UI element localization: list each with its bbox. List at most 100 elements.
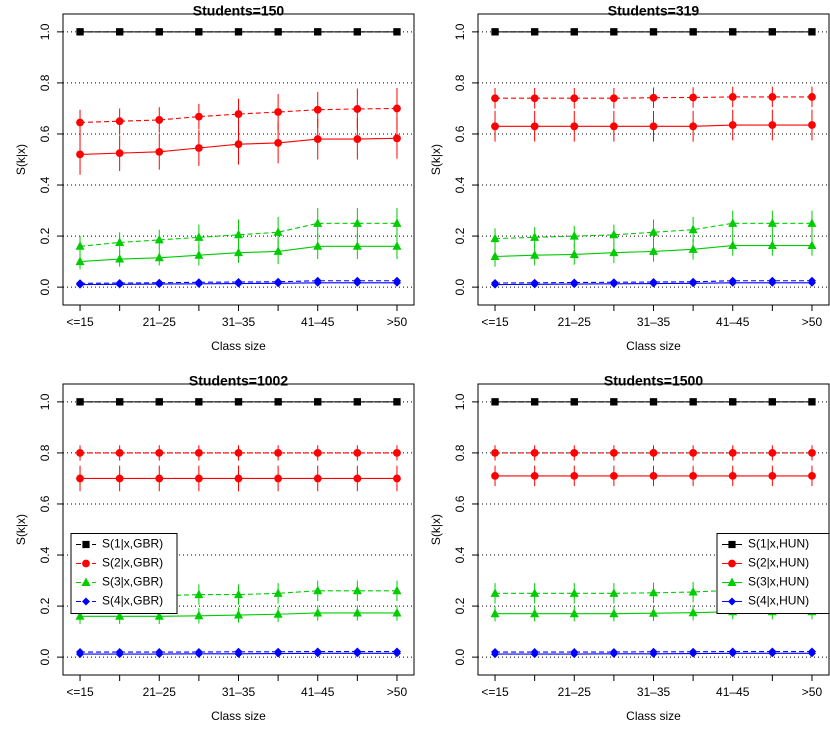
marker: [649, 649, 658, 658]
marker: [194, 232, 204, 241]
marker: [689, 649, 698, 658]
marker: [115, 280, 124, 289]
marker: [392, 649, 401, 658]
marker: [314, 28, 322, 36]
x-tick-label: 41–45: [301, 685, 335, 699]
marker: [688, 224, 698, 234]
marker: [689, 122, 698, 131]
marker: [154, 252, 164, 262]
marker: [353, 449, 362, 457]
marker: [609, 94, 618, 103]
marker: [115, 149, 124, 158]
marker: [76, 650, 85, 659]
series-line: [80, 650, 397, 653]
marker: [530, 94, 539, 103]
x-axis-label: Class size: [211, 339, 266, 353]
marker: [649, 587, 658, 597]
marker: [155, 147, 164, 156]
marker: [392, 241, 402, 250]
marker: [649, 279, 658, 288]
marker: [807, 218, 817, 227]
marker: [353, 474, 362, 483]
marker: [274, 649, 283, 658]
marker: [609, 588, 619, 597]
marker: [569, 231, 579, 240]
legend-label: S(4|x,GBR): [102, 594, 163, 608]
x-tick-label: >50: [802, 685, 823, 699]
marker: [234, 140, 243, 149]
marker: [490, 608, 500, 618]
x-tick-label: >50: [802, 315, 823, 329]
plot-frame: [477, 383, 830, 676]
marker: [154, 611, 164, 620]
marker: [234, 110, 243, 118]
legend-box: [716, 533, 830, 614]
marker: [314, 398, 322, 406]
y-tick-label: 0.0: [453, 648, 467, 665]
plot-frame: [62, 383, 415, 676]
y-tick-label: 0.6: [453, 495, 467, 512]
legend-marker: [82, 540, 90, 549]
marker: [570, 94, 579, 103]
marker: [609, 449, 618, 457]
marker: [234, 649, 243, 658]
marker: [729, 28, 737, 36]
marker: [569, 588, 579, 597]
marker: [808, 93, 816, 101]
marker: [274, 139, 283, 147]
marker: [728, 218, 738, 227]
marker: [609, 279, 618, 288]
marker: [155, 398, 163, 406]
y-axis-label: S(k|x): [429, 144, 443, 175]
plot-frame: [62, 13, 415, 306]
panel: Students=1500 Class size S(k|x) 0.0 0.2 0.4 0.…: [429, 373, 830, 723]
marker: [352, 585, 362, 595]
marker: [392, 278, 401, 287]
marker: [274, 398, 282, 406]
marker: [313, 218, 323, 227]
series-line: [495, 650, 812, 653]
marker: [570, 280, 579, 289]
legend-marker: [727, 577, 737, 586]
marker: [689, 28, 697, 36]
series-line: [79, 222, 397, 247]
marker: [768, 28, 776, 36]
marker: [530, 471, 539, 480]
marker: [194, 144, 203, 152]
marker: [491, 122, 499, 131]
marker: [649, 122, 658, 131]
marker: [610, 398, 618, 406]
marker: [392, 585, 402, 595]
marker: [194, 449, 203, 457]
y-tick-label: 1.0: [453, 23, 467, 40]
marker: [728, 93, 737, 101]
marker: [274, 279, 283, 288]
marker: [649, 93, 658, 102]
marker: [353, 135, 362, 143]
marker: [75, 611, 85, 620]
marker: [649, 28, 658, 36]
marker: [194, 589, 204, 599]
marker: [649, 471, 658, 480]
x-tick-label: 41–45: [716, 315, 750, 329]
marker: [313, 241, 323, 250]
marker: [570, 122, 579, 131]
x-tick-label: 21–25: [143, 685, 177, 699]
marker: [530, 608, 540, 618]
marker: [688, 244, 698, 253]
marker: [530, 588, 540, 597]
marker: [609, 649, 618, 658]
marker: [728, 649, 737, 658]
marker: [491, 471, 499, 480]
marker: [313, 649, 322, 658]
marker: [115, 611, 125, 620]
marker: [491, 28, 499, 36]
marker: [76, 280, 85, 289]
marker: [274, 28, 282, 36]
x-tick-label: 31–35: [637, 315, 671, 329]
chart-title: Students=1002: [189, 373, 288, 389]
marker: [609, 247, 619, 257]
marker: [689, 93, 698, 102]
y-tick-label: 0.4: [38, 546, 52, 563]
